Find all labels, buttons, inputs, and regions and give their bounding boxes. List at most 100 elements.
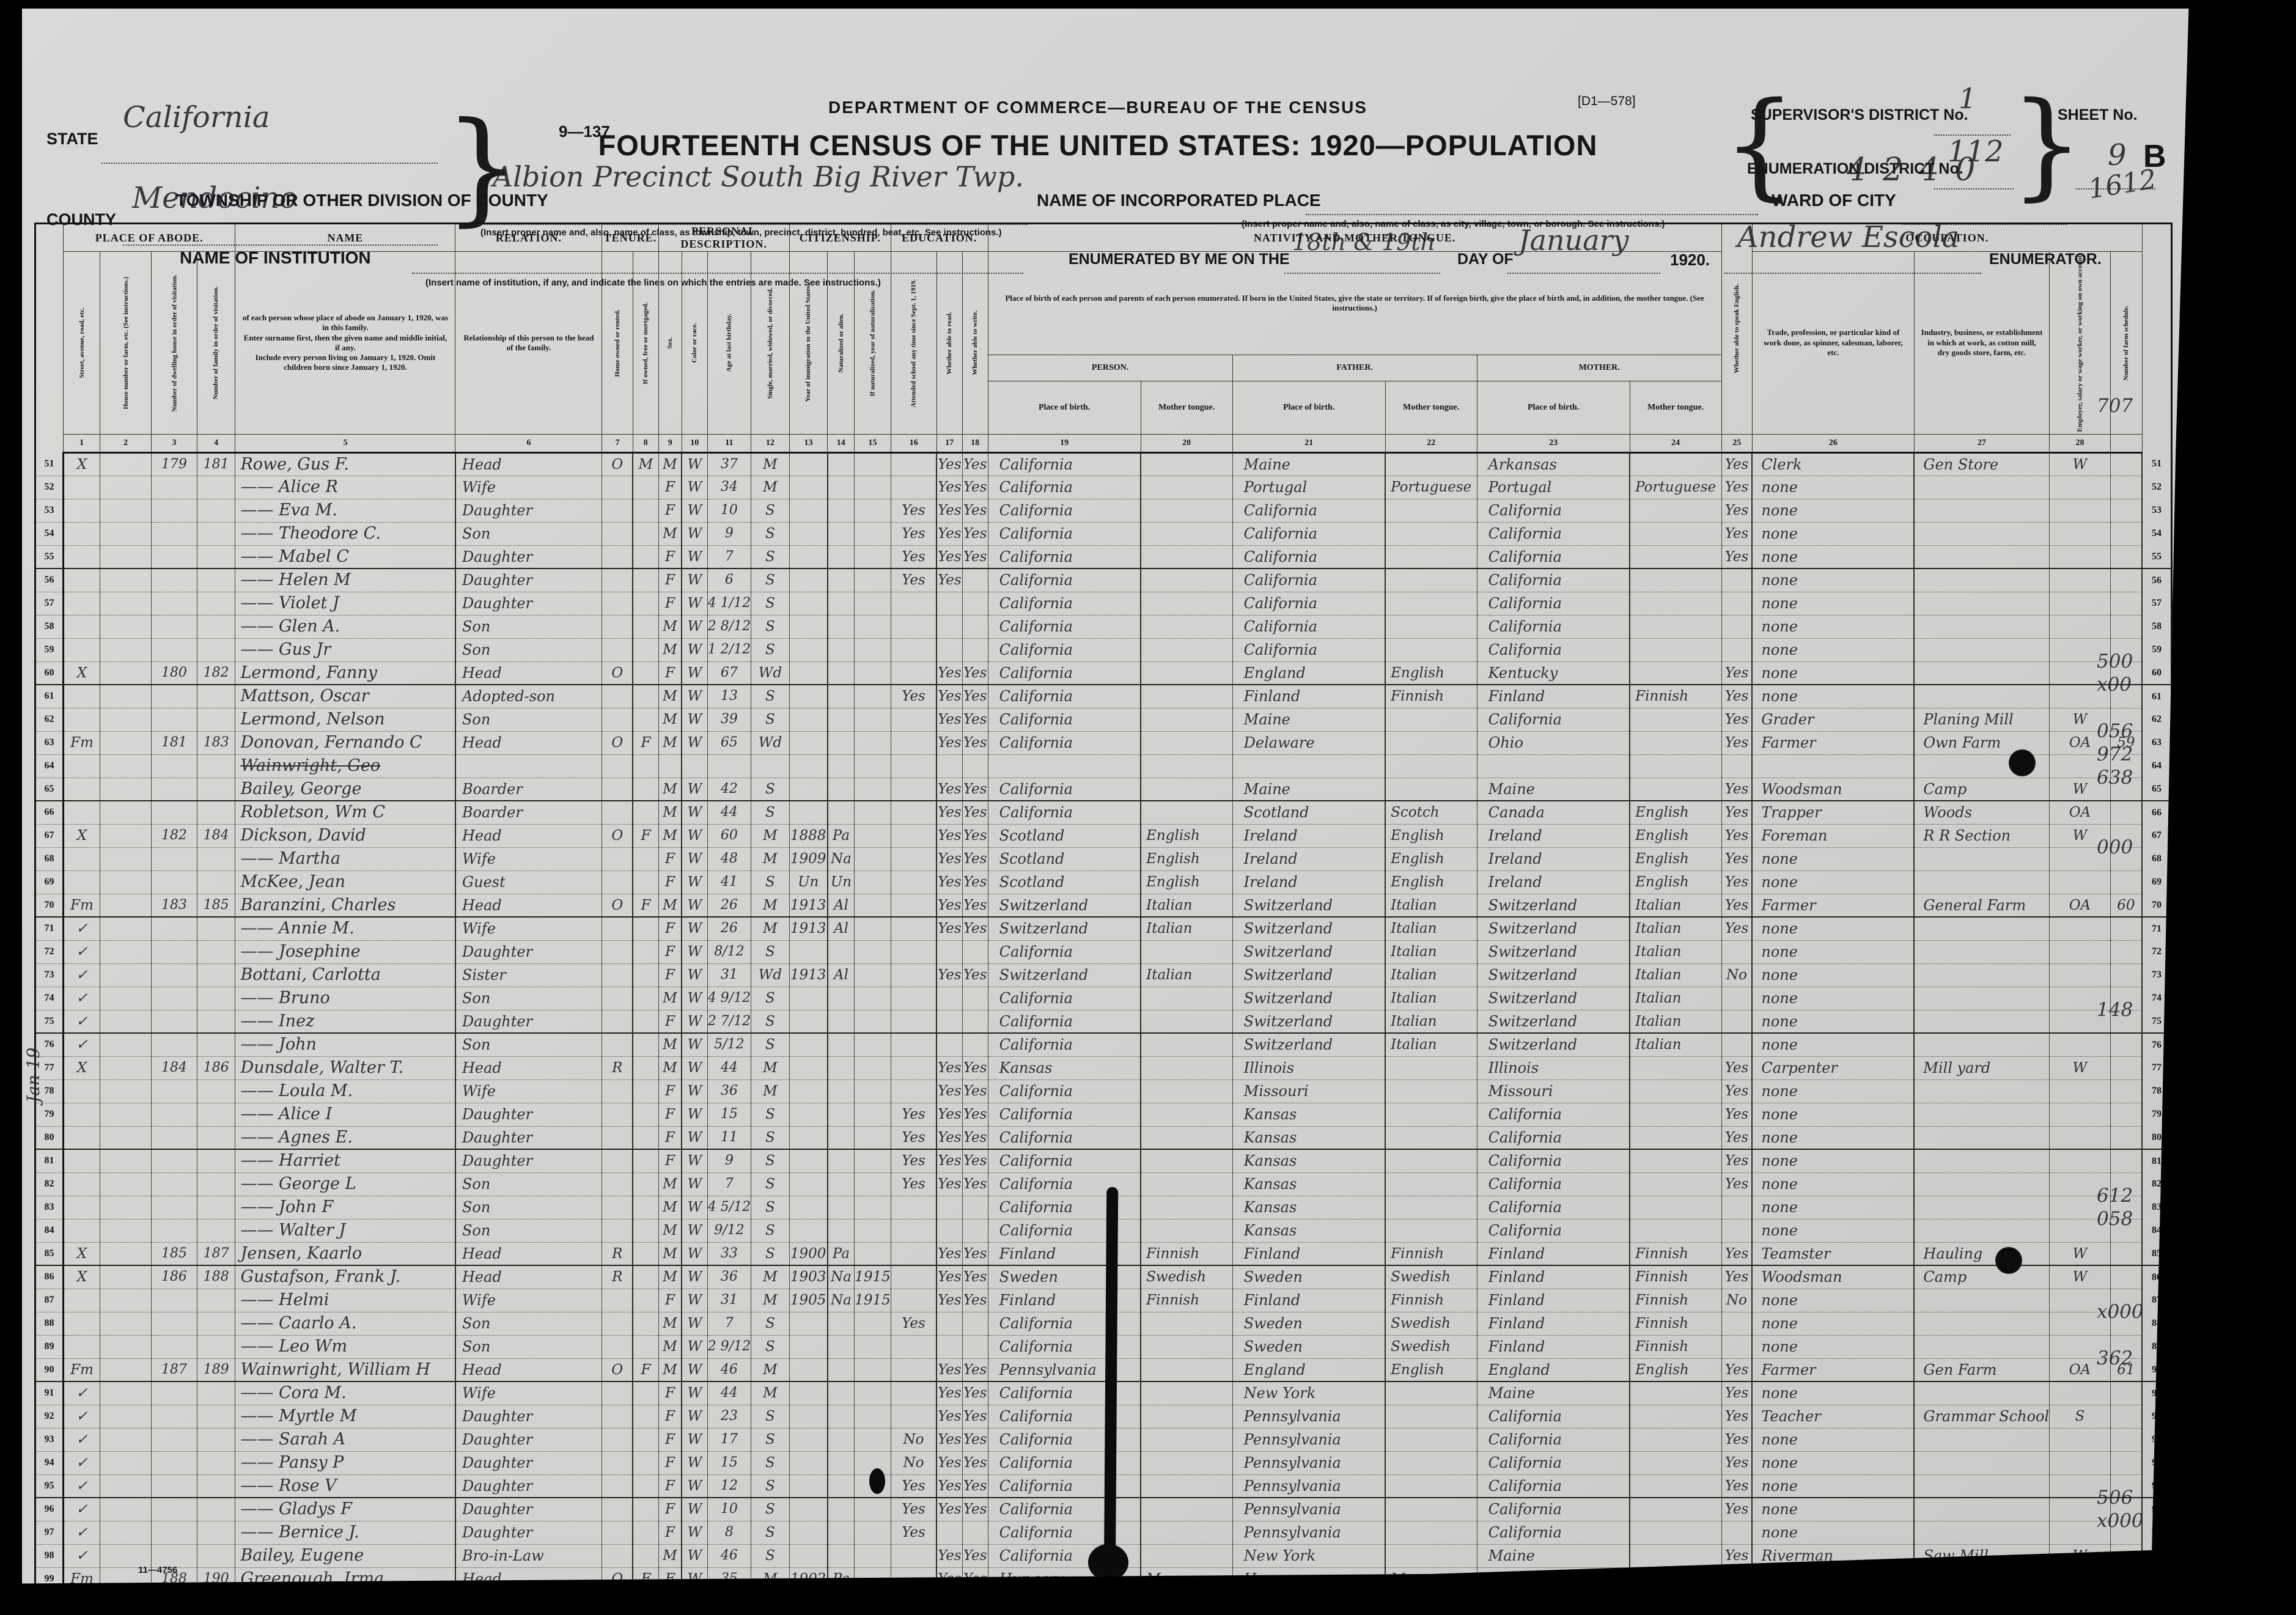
- cell-trade: none: [1752, 847, 1915, 871]
- cell-home-owned: [602, 1080, 634, 1103]
- cell-abode-mark: ✓: [63, 1428, 100, 1452]
- cell-attended-school: Yes: [891, 499, 938, 523]
- cell-relation: Daughter: [455, 1103, 603, 1127]
- cell-marital-status: M: [751, 1056, 790, 1080]
- cell-name: —— Theodore C.: [235, 522, 456, 546]
- cell-mother-birthplace: California: [1477, 1172, 1631, 1196]
- cell-free-mortgaged: F: [633, 824, 659, 848]
- cell-naturalization-year: [854, 1428, 891, 1452]
- cell-house-number: [100, 452, 152, 476]
- cell-mother-birthplace: [1477, 754, 1631, 778]
- cell-naturalized: Na: [827, 1265, 855, 1289]
- cell-abode-mark: ✓: [63, 917, 100, 941]
- cell-abode-mark: [63, 1312, 100, 1336]
- cell-relation: Head: [455, 1242, 603, 1266]
- cell-naturalized: [827, 987, 855, 1010]
- cell-age: 34: [707, 476, 752, 499]
- cell-line-number-right: 53: [2151, 505, 2162, 515]
- cell-speaks-english: No: [1721, 1289, 1753, 1312]
- cell-trade: [1752, 754, 1915, 778]
- margin-note: x000: [2097, 1301, 2144, 1323]
- cell-color-race: W: [682, 708, 708, 732]
- cell-family-number: 187: [197, 1242, 236, 1266]
- col-naturalized: Naturalized or alien.: [827, 251, 855, 434]
- cell-dwelling-number: [151, 1335, 197, 1359]
- cell-sex: F: [658, 1010, 683, 1034]
- cell-able-to-write: Yes: [962, 545, 988, 569]
- cell-age: 37: [707, 452, 752, 476]
- cell-able-to-read: Yes: [936, 1405, 963, 1429]
- cell-speaks-english: Yes: [1721, 499, 1753, 523]
- cell-father-tongue: [1385, 1381, 1477, 1405]
- cell-immigration-year: 1888: [789, 824, 828, 848]
- cell-father-tongue: [1385, 592, 1477, 616]
- cell-house-number: [100, 1265, 152, 1289]
- cell-sex: F: [658, 917, 683, 941]
- cell-home-owned: [602, 1126, 634, 1150]
- table-row: 77 X 184 186 Dunsdale, Walter T. Head R M W 44 M Ye…: [35, 1056, 2172, 1080]
- cell-mother-tongue: [1630, 1521, 1722, 1545]
- cell-free-mortgaged: [633, 987, 659, 1010]
- cell-family-number: [197, 1335, 236, 1359]
- table-row: 83 —— John F Son M W 4 5/12 S California Kansas C…: [35, 1196, 2172, 1220]
- cell-mother-tongue: [1630, 1451, 1722, 1475]
- cell-immigration-year: 1903: [789, 1265, 828, 1289]
- column-number: 15: [854, 433, 891, 454]
- cell-family-number: [197, 568, 236, 592]
- cell-color-race: W: [682, 452, 708, 476]
- cell-relation: Daughter: [455, 499, 603, 523]
- cell-line-number-right: 83: [2151, 1202, 2162, 1212]
- cell-line-number-right: 79: [2151, 1109, 2162, 1119]
- cell-relation: Head: [455, 731, 603, 755]
- cell-sex: F: [658, 1521, 683, 1545]
- cell-farm-schedule: [2110, 1428, 2143, 1452]
- cell-able-to-write: Yes: [962, 1567, 988, 1584]
- cell-speaks-english: Yes: [1721, 1242, 1753, 1266]
- cell-mother-birthplace: Maine: [1477, 778, 1631, 801]
- cell-industry: [1914, 1103, 2050, 1127]
- cell-father-tongue: [1385, 1451, 1477, 1475]
- cell-line-number-left: 68: [35, 847, 64, 871]
- cell-naturalization-year: [854, 847, 891, 871]
- cell-person-tongue: [1141, 778, 1233, 801]
- cell-name: —— Myrtle M: [235, 1405, 456, 1429]
- cell-free-mortgaged: [633, 615, 659, 639]
- cell-father-tongue: Scotch: [1385, 801, 1477, 825]
- cell-free-mortgaged: [633, 1056, 659, 1080]
- cell-person-tongue: [1141, 1544, 1233, 1568]
- cell-able-to-write: [962, 754, 988, 778]
- cell-mother-tongue: Finnish: [1630, 1242, 1722, 1266]
- cell-able-to-read: Yes: [936, 1567, 963, 1584]
- cell-home-owned: [602, 940, 634, 964]
- cell-marital-status: S: [751, 1126, 790, 1150]
- cell-person-birthplace: Scotland: [988, 824, 1142, 848]
- cell-color-race: W: [682, 870, 708, 894]
- cell-dwelling-number: [151, 847, 197, 871]
- table-row: 62 Lermond, Nelson Son M W 39 S Yes Yes Californi…: [35, 708, 2172, 732]
- cell-able-to-read: [936, 592, 963, 616]
- cell-person-tongue: [1141, 940, 1233, 964]
- cell-trade: none: [1752, 1010, 1915, 1034]
- cell-trade: Foreman: [1752, 824, 1915, 848]
- cell-able-to-read: [936, 987, 963, 1010]
- cell-mother-tongue: [1630, 708, 1722, 732]
- cell-home-owned: O: [602, 894, 634, 918]
- cell-free-mortgaged: [633, 545, 659, 569]
- page-title: FOURTEENTH CENSUS OF THE UNITED STATES: …: [598, 129, 1598, 161]
- cell-age: [707, 754, 752, 778]
- cell-person-birthplace: California: [988, 1312, 1142, 1336]
- enumeration-district-value: 112: [1948, 134, 2004, 169]
- cell-able-to-read: Yes: [936, 1149, 963, 1173]
- cell-trade: none: [1752, 1033, 1915, 1057]
- cell-line-number-left: 76: [35, 1033, 64, 1057]
- cell-industry: [1914, 917, 2050, 941]
- cell-trade: none: [1752, 615, 1915, 639]
- form-number: 9—137: [559, 122, 610, 141]
- cell-father-tongue: [1385, 1474, 1477, 1498]
- cell-employer-class: [2049, 1080, 2111, 1103]
- cell-color-race: W: [682, 1544, 708, 1568]
- cell-free-mortgaged: F: [633, 1358, 659, 1382]
- cell-industry: [1914, 1149, 2050, 1173]
- cell-industry: [1914, 545, 2050, 569]
- cell-farm-schedule: [2110, 1312, 2143, 1336]
